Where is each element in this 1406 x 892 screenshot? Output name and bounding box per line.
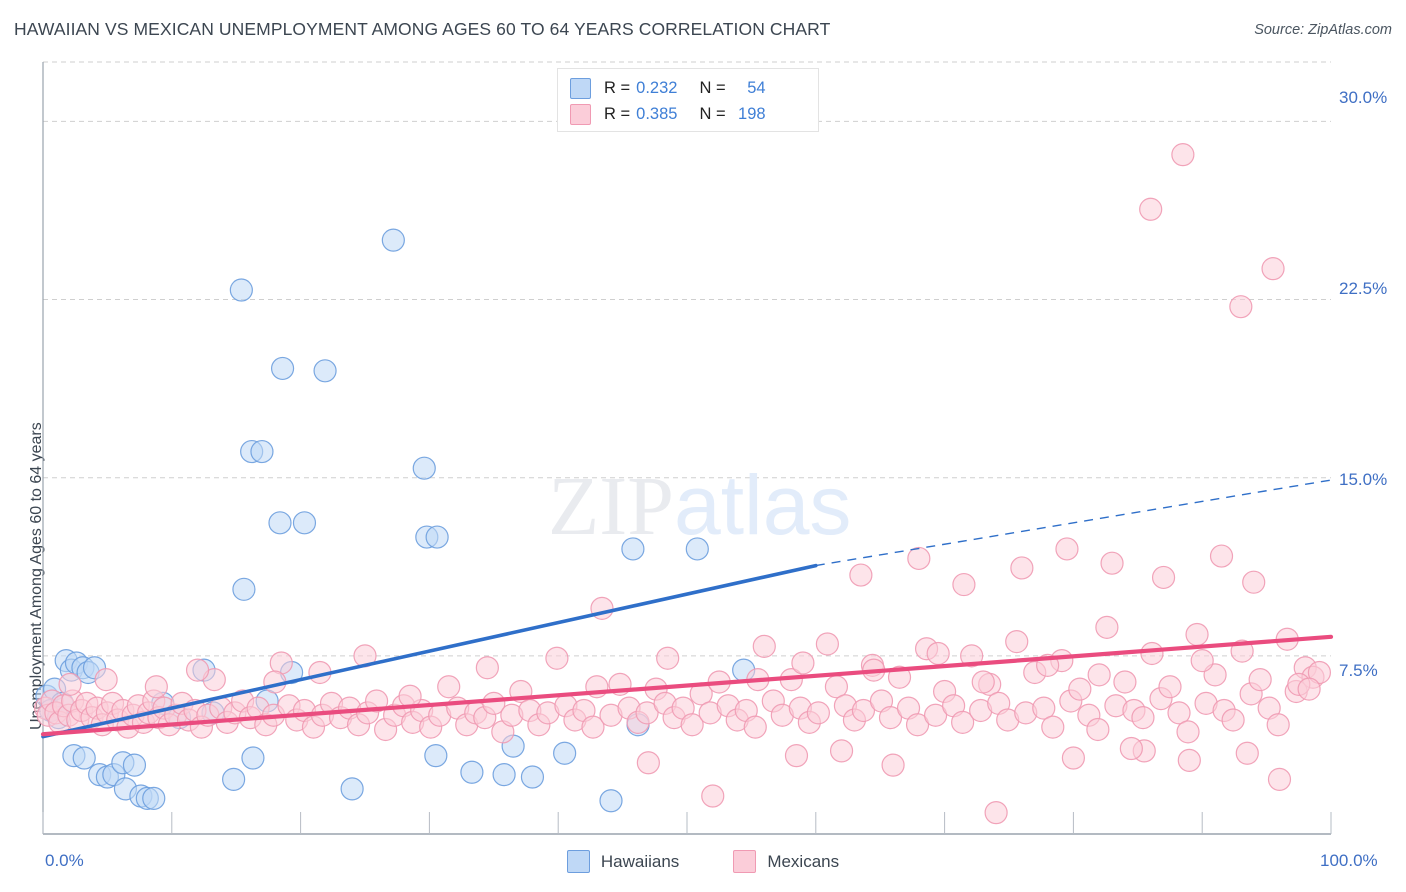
stats-n-value-hawaiians: 54 — [747, 78, 766, 97]
y-tick-label-7_5: 7.5% — [1339, 661, 1378, 680]
x-tick-label-max: 100.0% — [1320, 851, 1378, 870]
stats-n-value-mexicans: 198 — [738, 104, 766, 123]
stats-swatch-mexicans — [570, 103, 591, 125]
legend-swatch-mexicans — [733, 850, 757, 873]
stats-r-value-hawaiians: 0.232 — [636, 78, 678, 97]
stats-r-value-mexicans: 0.385 — [636, 104, 678, 123]
scatter-points-layer — [33, 143, 1332, 825]
y-tick-label-15: 15.0% — [1339, 470, 1388, 489]
y-tick-label-22_5: 22.5% — [1339, 279, 1388, 298]
stats-row-hawaiians: R = 0.232 N = 54 — [570, 75, 808, 101]
series-mexicans — [33, 143, 1332, 825]
legend-item-mexicans[interactable]: Mexicans — [733, 850, 839, 873]
stats-n-label-mexicans: N = — [699, 104, 726, 123]
legend-label-mexicans: Mexicans — [767, 851, 840, 871]
trendlines-layer — [40, 479, 1334, 739]
stats-n-label-hawaiians: N = — [699, 78, 726, 97]
stats-r-label-mexicans: R = — [604, 104, 631, 123]
stats-swatch-hawaiians — [570, 77, 591, 99]
x-tick-label-min: 0.0% — [45, 851, 84, 870]
y-tick-label-30: 30.0% — [1339, 88, 1388, 107]
correlation-stats-box: R = 0.232 N = 54 R = 0.385 N = 198 — [557, 68, 819, 132]
page-title: HAWAIIAN VS MEXICAN UNEMPLOYMENT AMONG A… — [14, 19, 831, 39]
plot-area: ZIPatlas — [33, 61, 1334, 835]
legend-label-hawaiians: Hawaiians — [600, 851, 680, 871]
source-attribution: Source: ZipAtlas.com — [1254, 22, 1392, 38]
stats-r-label-hawaiians: R = — [604, 78, 631, 97]
series-hawaiians — [35, 228, 756, 813]
legend-item-hawaiians[interactable]: Hawaiians — [566, 850, 680, 873]
legend-swatch-hawaiians — [566, 850, 590, 873]
series-legend: Hawaiians Mexicans — [0, 850, 1406, 873]
stats-row-mexicans: R = 0.385 N = 198 — [570, 101, 808, 127]
